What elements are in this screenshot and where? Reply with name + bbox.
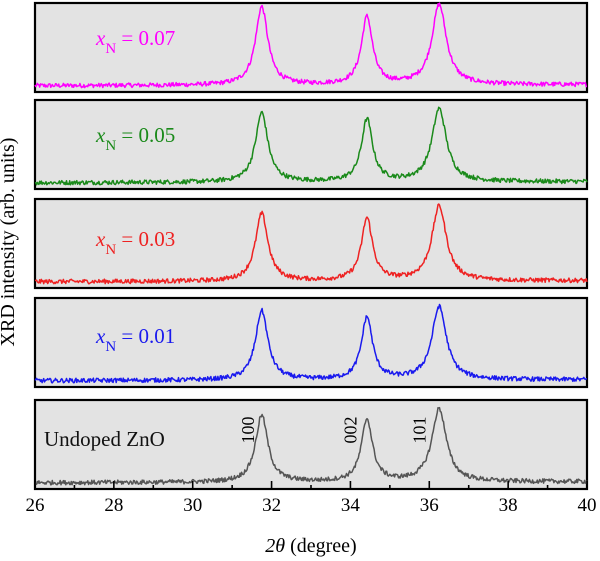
x-tick-label: 34 [341,495,361,516]
x-axis: 26 28 30 32 34 36 38 40 [26,481,597,516]
x-tick-label: 36 [420,495,439,516]
panel-2: xN = 0.03 [33,197,589,290]
x-tick-label: 38 [499,495,518,516]
x-axis-unit: (degree) [290,535,357,557]
x-tick-label: 26 [26,495,45,516]
peak-index-label: 100 [238,417,258,444]
x-tick-label: 30 [183,495,202,516]
panel-3: xN = 0.01 [33,296,589,389]
panel-frame [33,197,589,290]
peak-index-label: 101 [409,417,429,444]
spectrum-line [34,2,587,89]
panel-label: xN = 0.05 [95,123,175,154]
panel-label: xN = 0.03 [95,227,175,258]
panels-group: xN = 0.07 xN = 0.05 xN = 0.03 xN = 0.01 Undo… [33,1,589,491]
panel-frame [33,98,589,191]
peak-index-label: 002 [340,417,360,444]
x-tick-label: 40 [578,495,597,516]
x-tick-label: 32 [262,495,281,516]
panel-frame [33,398,589,491]
panel-label: xN = 0.01 [95,324,175,355]
panel-label: xN = 0.07 [95,26,175,57]
panel-frame [33,296,589,389]
x-axis-title: 2θ (degree) [265,535,356,557]
x-axis-symbol: 2θ [265,535,285,557]
y-axis-title: XRD intensity (arb. units) [0,138,19,347]
panel-label: Undoped ZnO [44,427,165,451]
panel-frame [33,1,589,94]
spectrum-line [34,303,588,384]
panel-1: xN = 0.05 [33,98,589,191]
panel-4: Undoped ZnO 100 002 101 [33,398,589,491]
spectrum-line [34,106,588,186]
panel-0: xN = 0.07 [33,1,589,94]
spectrum-line [34,203,588,285]
x-tick-label: 28 [104,495,123,516]
spectrum-line [34,406,588,486]
